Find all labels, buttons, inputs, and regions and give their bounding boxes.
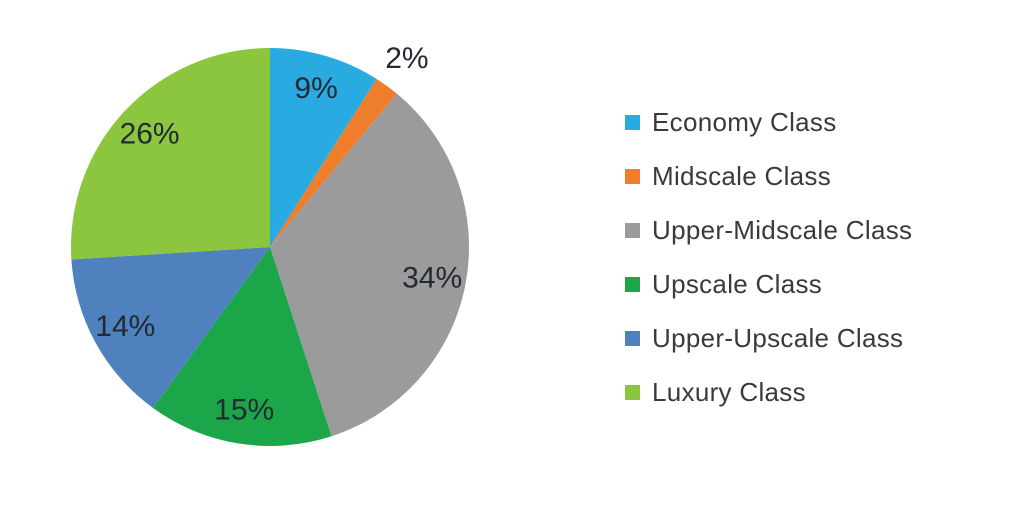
pie-slice-upper-upscale-class bbox=[71, 247, 270, 408]
pie-slice-midscale-class bbox=[270, 78, 397, 247]
legend-swatch-upper-upscale-class bbox=[625, 330, 640, 346]
legend-swatch-economy-class bbox=[625, 114, 640, 130]
pie-slice-economy-class bbox=[270, 48, 377, 247]
legend-label-upper-upscale-class: Upper-Upscale Class bbox=[652, 322, 904, 353]
legend-item-upscale-class: Upscale Class bbox=[625, 257, 912, 311]
pie-slice-upscale-class bbox=[153, 247, 332, 446]
pie-slice-luxury-class bbox=[70, 48, 270, 260]
pie-chart: 9% 2% 34% 15% 14% 26% bbox=[70, 42, 469, 446]
legend-label-economy-class: Economy Class bbox=[652, 106, 837, 137]
pie-slices bbox=[70, 48, 469, 446]
legend-swatch-midscale-class bbox=[625, 168, 640, 184]
pie-chart-svg: 9% 2% 34% 15% 14% 26% bbox=[70, 42, 469, 446]
pie-slice-labels: 9% 2% 34% 15% 14% 26% bbox=[95, 42, 462, 427]
legend-label-upper-midscale-class: Upper-Midscale Class bbox=[652, 214, 913, 245]
pie-slice-percent-midscale-class: 2% bbox=[385, 42, 428, 75]
legend-label-midscale-class: Midscale Class bbox=[652, 160, 832, 191]
pie-slice-percent-economy-class: 9% bbox=[294, 72, 337, 105]
legend-item-luxury-class: Luxury Class bbox=[625, 365, 912, 419]
pie-slice-percent-luxury-class: 26% bbox=[120, 117, 180, 150]
pie-slice-percent-upscale-class: 15% bbox=[214, 394, 274, 427]
legend-swatch-upscale-class bbox=[625, 276, 640, 292]
pie-slice-upper-midscale-class bbox=[270, 93, 469, 437]
legend-item-upper-midscale-class: Upper-Midscale Class bbox=[625, 203, 912, 257]
legend: Economy Class Midscale Class Upper-Midscal… bbox=[625, 95, 912, 419]
legend-label-upscale-class: Upscale Class bbox=[652, 268, 823, 299]
legend-item-midscale-class: Midscale Class bbox=[625, 149, 912, 203]
pie-slice-percent-upper-upscale-class: 14% bbox=[95, 310, 155, 343]
pie-slice-percent-upper-midscale-class: 34% bbox=[402, 261, 462, 294]
legend-swatch-upper-midscale-class bbox=[625, 222, 640, 238]
legend-item-economy-class: Economy Class bbox=[625, 95, 912, 149]
legend-label-luxury-class: Luxury Class bbox=[652, 376, 806, 407]
legend-item-upper-upscale-class: Upper-Upscale Class bbox=[625, 311, 912, 365]
legend-swatch-luxury-class bbox=[625, 384, 640, 400]
